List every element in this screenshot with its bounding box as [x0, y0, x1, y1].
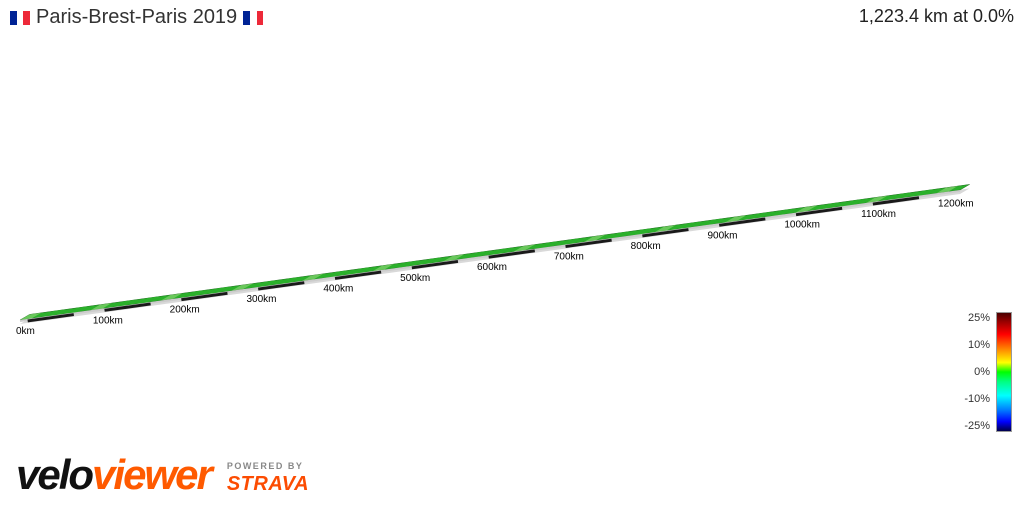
gradient-legend-tick: -25%	[964, 420, 990, 432]
km-marker-label: 900km	[708, 230, 738, 241]
gradient-legend-tick: 10%	[964, 339, 990, 351]
km-marker-label: 1200km	[938, 198, 974, 209]
powered-by-label: POWERED BY	[227, 461, 309, 471]
strava-logo: STRAVA	[227, 473, 309, 496]
km-marker-label: 1100km	[861, 209, 896, 220]
km-marker-label: 600km	[477, 262, 507, 273]
gradient-legend-bar	[996, 312, 1012, 432]
km-marker-label: 100km	[93, 315, 123, 326]
km-marker-label: 1000km	[784, 220, 820, 231]
km-marker-label: 500km	[400, 273, 430, 284]
powered-by: POWERED BY STRAVA	[227, 461, 309, 496]
gradient-legend-labels: 25% 10% 0% -10% -25%	[964, 312, 990, 432]
chart-canvas: Paris-Brest-Paris 2019 1,223.4 km at 0.0…	[0, 0, 1024, 512]
km-marker-label: 800km	[631, 241, 661, 252]
logo-viewer: viewer	[92, 451, 211, 498]
logo-velo: velo	[16, 451, 92, 498]
km-marker-label: 200km	[170, 305, 200, 316]
km-marker-label: 400km	[323, 283, 353, 294]
km-marker-label: 300km	[247, 294, 277, 305]
gradient-legend: 25% 10% 0% -10% -25%	[964, 312, 1012, 432]
branding: veloviewer POWERED BY STRAVA	[16, 454, 309, 496]
km-marker-label: 700km	[554, 252, 584, 263]
gradient-legend-tick: 25%	[964, 312, 990, 324]
gradient-legend-tick: 0%	[964, 366, 990, 378]
gradient-legend-tick: -10%	[964, 393, 990, 405]
elevation-profile: 0km 100km 200km 300km 400km 500km 600km 700km 80…	[0, 0, 1024, 512]
veloviewer-logo: veloviewer	[16, 454, 211, 496]
km-marker-label: 0km	[16, 326, 35, 337]
